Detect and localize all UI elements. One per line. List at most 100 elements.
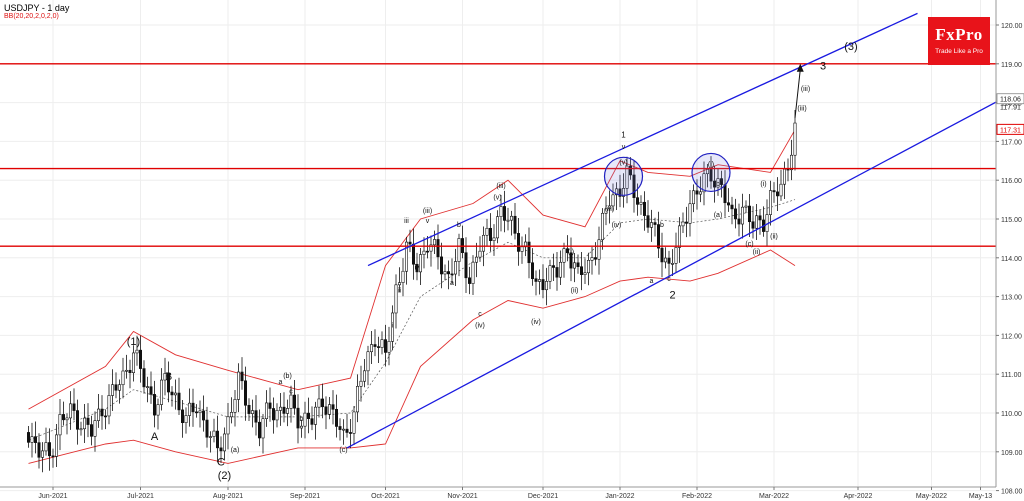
- candle-body: [397, 282, 401, 286]
- wave-label: b: [660, 222, 664, 229]
- candle-body: [544, 281, 548, 291]
- candle-body: [730, 204, 734, 210]
- candle-body: [618, 188, 622, 197]
- wave-label: v: [426, 218, 430, 225]
- candle-body: [324, 406, 328, 415]
- candle-body: [733, 208, 737, 220]
- candle-body: [366, 351, 370, 372]
- candle-body: [114, 384, 118, 391]
- wave-label: 2: [669, 290, 675, 302]
- candle-body: [758, 215, 762, 221]
- candle-body: [271, 408, 275, 421]
- candle-body: [216, 430, 220, 449]
- logo-name: FxPro: [935, 25, 983, 44]
- candle-body: [303, 412, 307, 427]
- wave-label: (b): [714, 181, 723, 188]
- candle-body: [83, 417, 87, 430]
- candle-body: [345, 428, 349, 433]
- y-tick-label: 108.00: [1001, 489, 1023, 496]
- candle-body: [51, 455, 55, 458]
- wave-label: (c): [339, 447, 347, 454]
- x-tick-label: Feb-2022: [682, 493, 712, 500]
- x-tick-label: Nov-2021: [447, 493, 477, 500]
- candle-body: [212, 430, 216, 437]
- candle-body: [474, 256, 478, 263]
- wave-label: (ii): [770, 233, 778, 240]
- candle-body: [751, 221, 755, 229]
- candle-body: [292, 394, 296, 409]
- channel-lines: [346, 12, 996, 449]
- candle-body: [54, 434, 58, 457]
- wave-label: B: [165, 371, 172, 383]
- candle-body: [69, 403, 73, 419]
- candle-body: [768, 190, 772, 215]
- candle-body: [373, 344, 377, 347]
- candle-body: [296, 407, 300, 429]
- candle-body: [670, 263, 674, 265]
- candle-body: [86, 417, 90, 425]
- candle-body: [443, 271, 447, 275]
- candle-body: [614, 188, 618, 196]
- wave-labels: (1)ABC(2)(a)(b)(c)abciiiiiiivv(iii)abc(i…: [127, 41, 858, 482]
- candle-body: [632, 174, 636, 198]
- candle-body: [506, 219, 510, 222]
- candle-body: [737, 218, 741, 225]
- x-tick-label: Jan-2022: [605, 493, 634, 500]
- wave-label: (a): [714, 212, 723, 219]
- candle-body: [712, 180, 716, 188]
- candle-body: [156, 404, 160, 416]
- price-tag: 117.31: [1000, 127, 1021, 134]
- candle-body: [607, 205, 611, 210]
- candle-body: [100, 408, 104, 417]
- candle-body: [695, 190, 699, 195]
- candle-body: [625, 165, 629, 189]
- wave-label: a: [450, 280, 454, 287]
- x-tick-label: Jul-2021: [127, 493, 154, 500]
- wave-label: b: [300, 416, 304, 423]
- candle-body: [593, 257, 597, 260]
- candle-body: [450, 273, 454, 276]
- x-tick-label: Sep-2021: [290, 493, 320, 500]
- candle-body: [537, 279, 541, 282]
- y-tick-label: 120.00: [1001, 23, 1023, 30]
- candle-body: [628, 165, 632, 176]
- candle-body: [541, 279, 545, 291]
- highlight-circles: [603, 152, 731, 196]
- candle-body: [128, 369, 132, 374]
- projection-arrow: [794, 63, 804, 119]
- price-tag: 118.06: [1000, 97, 1021, 104]
- candle-body: [362, 370, 366, 382]
- candle-body: [132, 352, 136, 374]
- y-tick-label: 119.00: [1001, 62, 1022, 69]
- candle-body: [453, 261, 457, 275]
- wave-label: 3: [820, 61, 826, 73]
- candle-body: [551, 265, 555, 268]
- candle-body: [502, 206, 506, 221]
- wave-label: (3): [844, 41, 857, 53]
- candle-body: [257, 421, 261, 439]
- candle-body: [244, 380, 248, 406]
- logo-tagline: Trade Like a Pro: [935, 48, 983, 55]
- candle-body: [705, 169, 709, 175]
- candle-body: [740, 206, 744, 225]
- wave-label: iv: [414, 264, 420, 271]
- y-tick-label: 116.00: [1001, 178, 1022, 185]
- candle-body: [160, 379, 164, 405]
- wave-label: (i): [708, 162, 714, 169]
- candle-body: [684, 221, 688, 224]
- candle-body: [174, 392, 178, 396]
- wave-label: ii: [398, 288, 402, 295]
- candle-body: [142, 368, 146, 388]
- candle-body: [90, 424, 94, 437]
- candle-body: [611, 194, 615, 207]
- candle-body: [191, 402, 195, 413]
- candle-body: [702, 173, 706, 193]
- x-tick-label: May-13: [969, 493, 992, 500]
- candle-body: [240, 371, 244, 382]
- candles: [26, 109, 797, 473]
- candle-body: [516, 233, 520, 252]
- wave-label: c: [667, 276, 671, 283]
- candle-body: [404, 241, 408, 272]
- price-tag: 117.91: [1000, 104, 1021, 111]
